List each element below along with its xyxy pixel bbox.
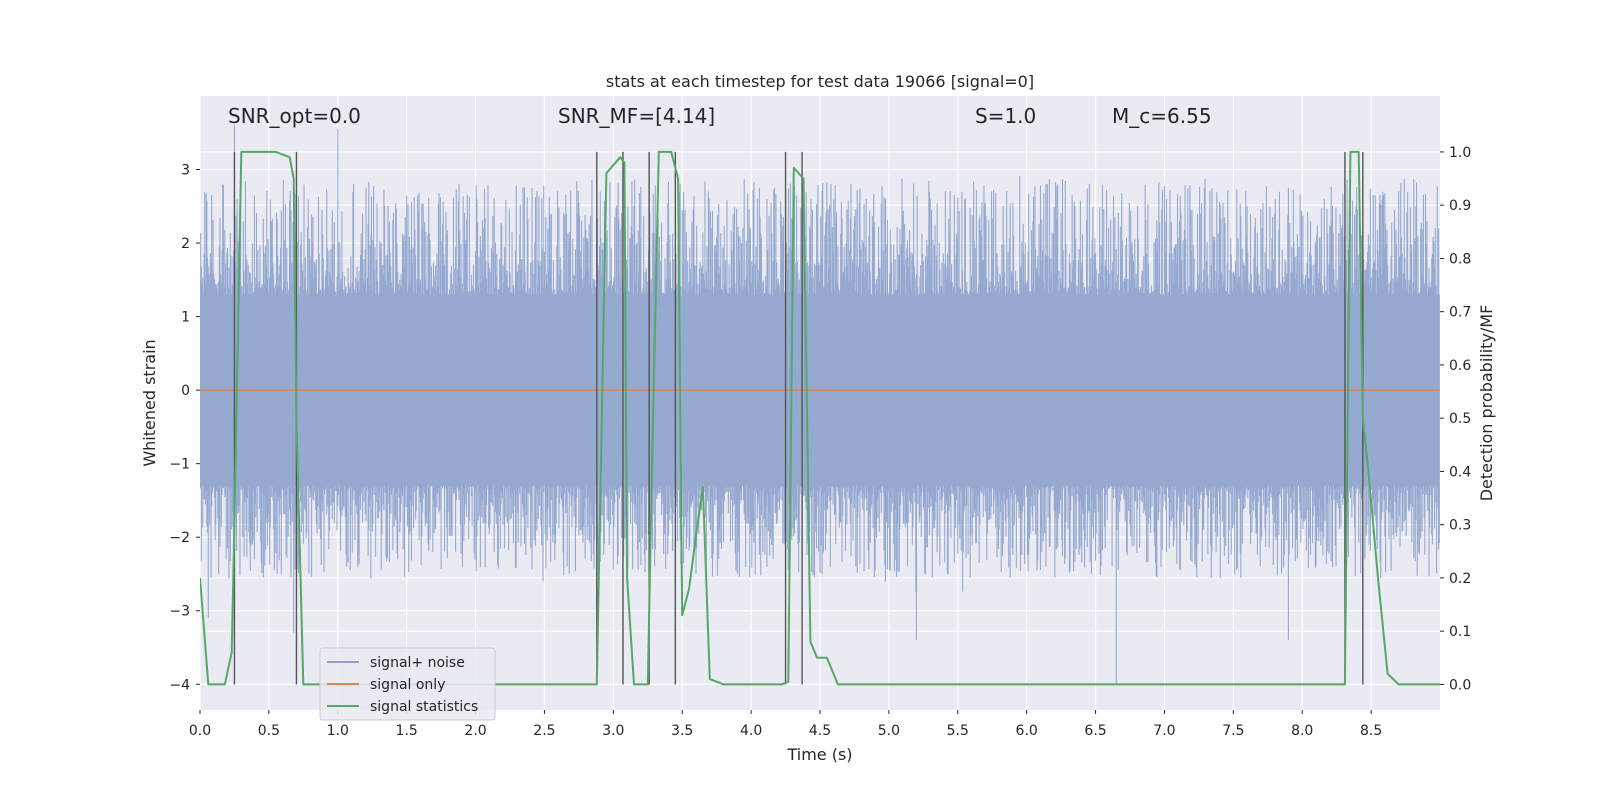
x-tick-label: 4.0 [740, 723, 762, 739]
legend: signal+ noise signal only signal statist… [319, 647, 496, 721]
y-right-tick-label: 0.4 [1449, 464, 1471, 480]
y-left-tick-label: 1 [181, 310, 190, 326]
x-tick-label: 5.5 [947, 723, 969, 739]
x-tick-label: 1.0 [327, 723, 349, 739]
x-axis-label: Time (s) [786, 745, 852, 764]
x-tick-labels: 0.0 0.5 1.0 1.5 2.0 2.5 3.0 3.5 4.0 4.5 5.0 5.5 6.0 6… [189, 710, 1382, 739]
x-tick-label: 6.0 [1016, 723, 1038, 739]
y-right-tick-label: 1.0 [1449, 145, 1471, 161]
x-tick-label: 1.5 [396, 723, 418, 739]
x-tick-label: 0.5 [258, 723, 280, 739]
legend-entry-signal-only: signal only [370, 677, 445, 693]
x-tick-label: 7.5 [1222, 723, 1244, 739]
y-right-tick-label: 0.7 [1449, 305, 1471, 321]
noise-trace [200, 125, 1440, 685]
y-right-tick-label: 0.1 [1449, 624, 1471, 640]
y-right-tick-label: 0.2 [1449, 571, 1471, 587]
x-tick-label: 2.0 [464, 723, 486, 739]
x-tick-label: 8.5 [1360, 723, 1382, 739]
annotation-s: S=1.0 [975, 104, 1036, 128]
chart-title: stats at each timestep for test data 190… [606, 72, 1034, 91]
legend-entry-statistics: signal statistics [370, 699, 478, 715]
legend-entry-noise: signal+ noise [370, 655, 465, 671]
y-right-tick-label: 0.0 [1449, 677, 1471, 693]
legend-box [319, 647, 496, 721]
x-tick-label: 5.0 [878, 723, 900, 739]
y-right-tick-labels: 0.0 0.1 0.2 0.3 0.4 0.5 0.6 0.7 0.8 0.9 1.0 [1440, 145, 1471, 693]
x-tick-label: 3.5 [671, 723, 693, 739]
y-right-tick-label: 0.9 [1449, 198, 1471, 214]
y-left-tick-label: 0 [181, 383, 190, 399]
y-right-tick-label: 0.8 [1449, 251, 1471, 267]
y-left-tick-label: −2 [169, 530, 190, 546]
annotation-mc: M_c=6.55 [1112, 104, 1212, 128]
statistics-line [200, 150, 1440, 686]
y-right-tick-label: 0.5 [1449, 411, 1471, 427]
x-tick-label: 0.0 [189, 723, 211, 739]
x-tick-label: 3.0 [602, 723, 624, 739]
annotation-snr-mf: SNR_MF=[4.14] [558, 104, 715, 128]
y-right-tick-label: 0.3 [1449, 518, 1471, 534]
y-left-tick-label: −3 [169, 604, 190, 620]
y-left-tick-labels: −4 −3 −2 −1 0 1 2 3 [169, 163, 200, 693]
x-tick-label: 4.5 [809, 723, 831, 739]
y-left-tick-label: −4 [169, 677, 190, 693]
x-tick-label: 8.0 [1291, 723, 1313, 739]
x-tick-label: 6.5 [1084, 723, 1106, 739]
y-left-axis-label: Whitened strain [140, 339, 159, 466]
y-left-tick-label: 2 [181, 236, 190, 252]
noise-series [200, 125, 1440, 685]
x-tick-label: 7.0 [1153, 723, 1175, 739]
y-left-tick-label: 3 [181, 163, 190, 179]
statistics-series [200, 150, 1440, 686]
y-right-tick-label: 0.6 [1449, 358, 1471, 374]
annotation-snr-opt: SNR_opt=0.0 [228, 104, 361, 128]
y-right-axis-label: Detection probability/MF [1477, 305, 1496, 502]
y-left-tick-label: −1 [169, 457, 190, 473]
x-tick-label: 2.5 [533, 723, 555, 739]
